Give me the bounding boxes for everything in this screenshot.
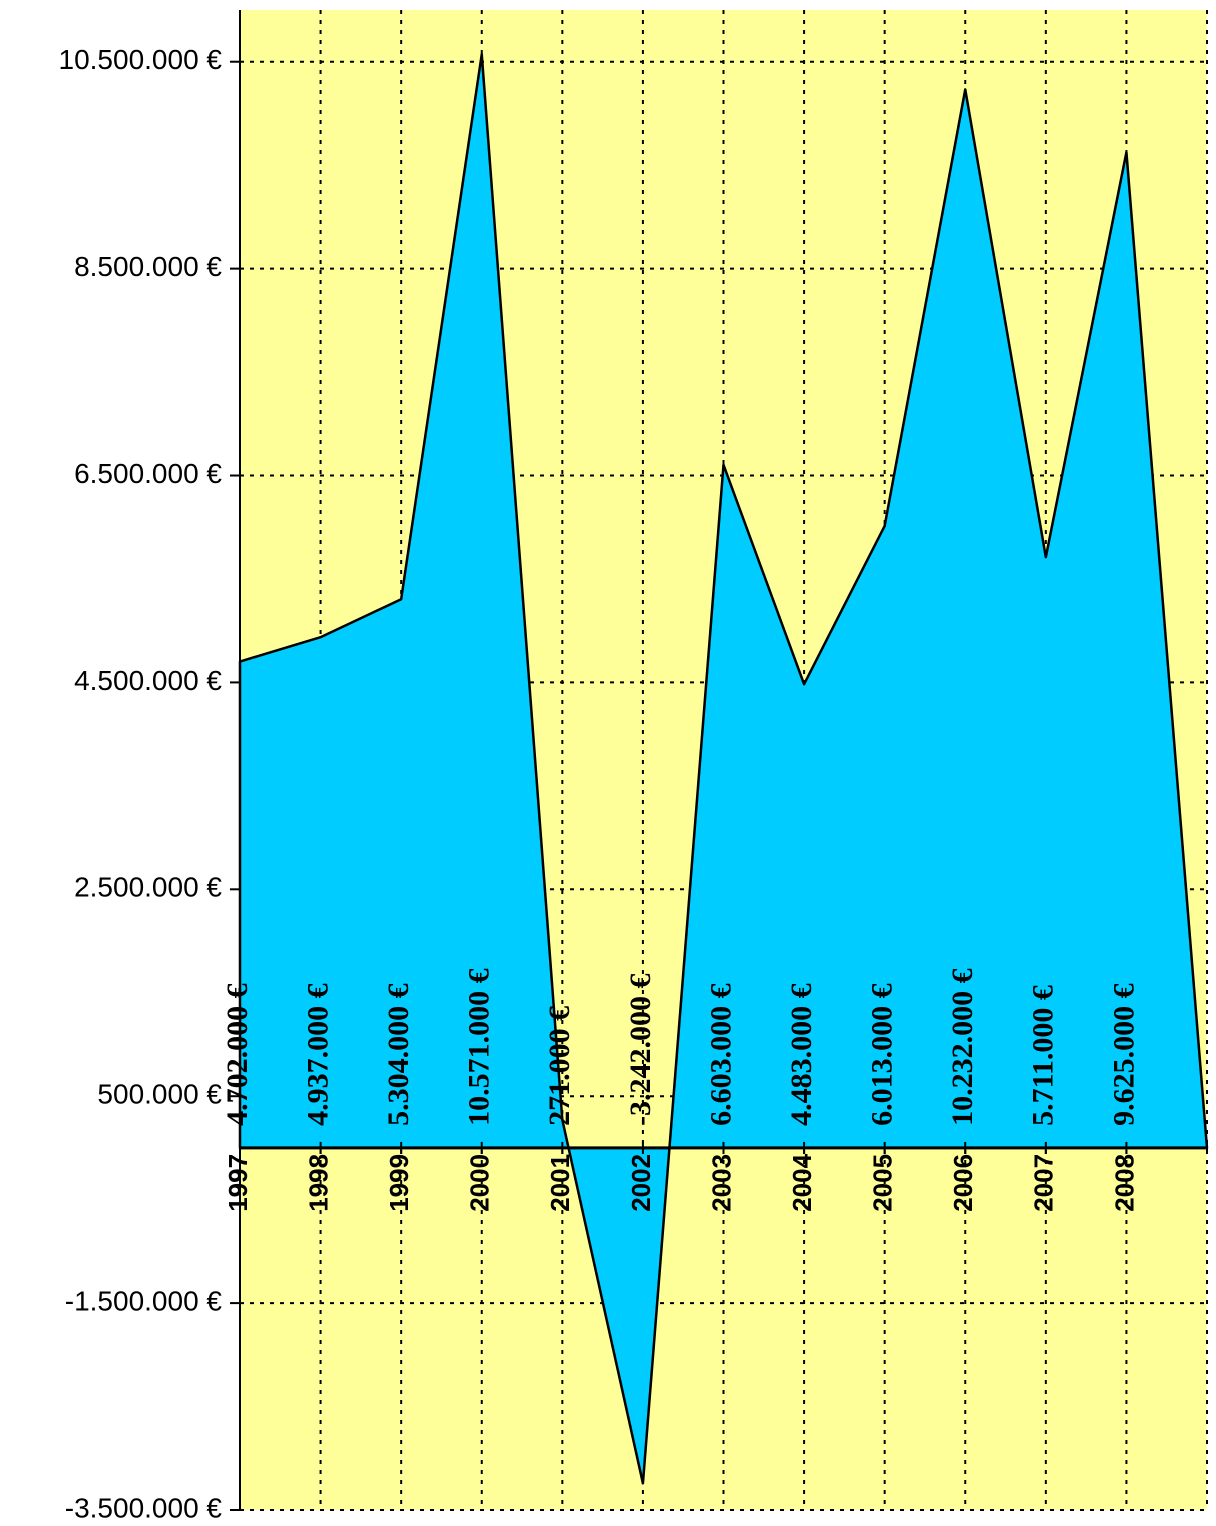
y-tick-label: -3.500.000 €: [65, 1492, 223, 1523]
data-label: 10.232.000 €: [946, 968, 979, 1126]
x-tick-label: 2007: [1029, 1154, 1059, 1212]
x-tick-label: 2001: [545, 1154, 575, 1212]
data-label: 6.603.000 €: [704, 983, 737, 1126]
data-label: -3.242.000 €: [624, 973, 657, 1126]
x-tick-label: 2000: [465, 1154, 495, 1212]
data-label: 4.483.000 €: [785, 983, 818, 1126]
data-label: 4.702.000 €: [221, 983, 254, 1126]
y-tick-label: 4.500.000 €: [74, 665, 222, 696]
data-label: 5.304.000 €: [382, 983, 415, 1126]
x-tick-label: 2008: [1109, 1154, 1139, 1212]
x-tick-label: 2005: [868, 1154, 898, 1212]
data-label: 9.625.000 €: [1107, 983, 1140, 1126]
y-tick-label: -1.500.000 €: [65, 1285, 223, 1316]
data-label: 6.013.000 €: [866, 983, 899, 1126]
y-tick-label: 2.500.000 €: [74, 872, 222, 903]
y-tick-label: 8.500.000 €: [74, 251, 222, 282]
data-label: 271.000 €: [543, 1006, 576, 1126]
data-label: 10.571.000 €: [463, 968, 496, 1126]
x-tick-label: 1998: [303, 1154, 333, 1212]
x-tick-label: 2004: [787, 1153, 817, 1211]
x-tick-label: 2002: [626, 1154, 656, 1212]
area: [238, 53, 1209, 1485]
data-label: 4.937.000 €: [301, 983, 334, 1126]
x-tick-label: 2006: [948, 1154, 978, 1212]
y-tick-label: 10.500.000 €: [59, 44, 223, 75]
x-tick-label: 1999: [384, 1154, 414, 1212]
y-tick-label: 500.000 €: [97, 1079, 222, 1110]
x-tick-label: 1997: [223, 1154, 253, 1212]
data-label: 5.711.000 €: [1027, 985, 1060, 1126]
y-tick-label: 6.500.000 €: [74, 458, 222, 489]
x-tick-label: 2003: [706, 1154, 736, 1212]
